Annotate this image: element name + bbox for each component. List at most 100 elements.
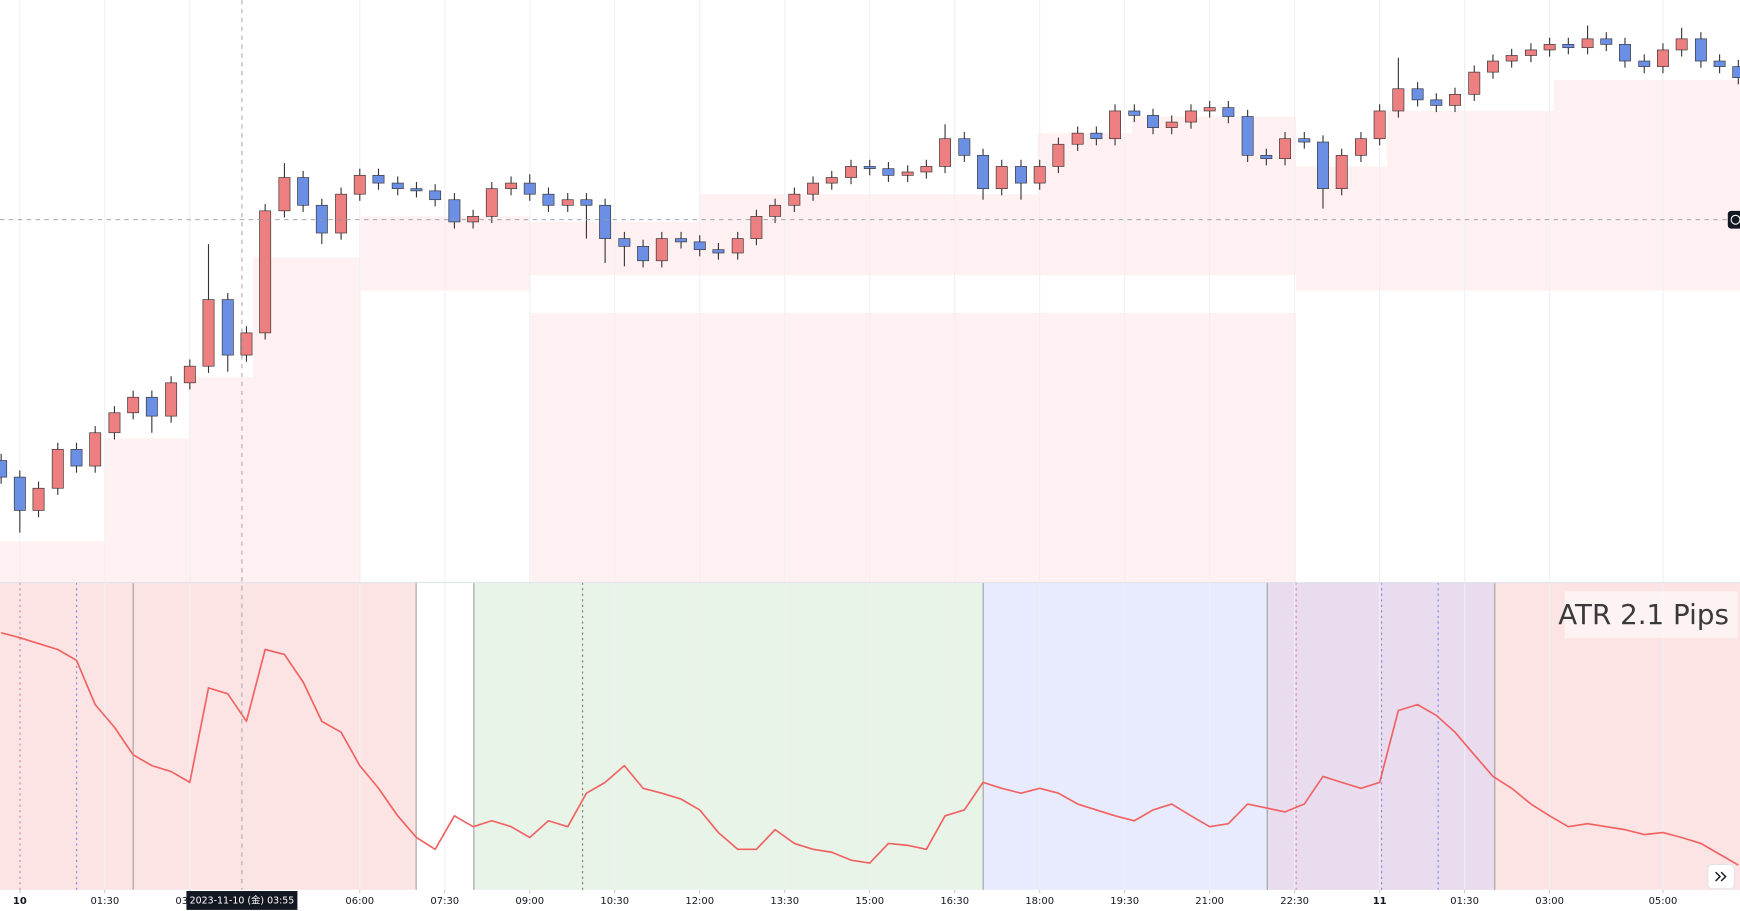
indicator-label: ATR 2.1 Pips [1558,598,1729,631]
candle-body [1619,44,1631,62]
candle-body [335,193,348,234]
profile-block [1553,79,1740,111]
candle-body [353,174,366,195]
x-tick-label: 03:00 [1535,896,1564,907]
candle-body [1298,138,1311,143]
candle-body [863,166,876,169]
candle-body [1581,38,1594,49]
candle-body [1279,138,1291,160]
price-marker-icon [1730,214,1740,225]
candle-body [901,171,914,176]
candle-body [70,449,83,467]
x-tick-label: 10 [13,896,27,907]
candle-body [882,168,895,176]
candle-body [599,204,612,239]
candle-body [391,182,404,189]
candle-body [1657,49,1669,67]
candle-body [939,138,952,167]
candle-body [1241,116,1254,156]
x-tick-label: 05:00 [1649,896,1678,907]
candle-body [1430,99,1443,106]
candle-body [1468,71,1481,95]
candle-body [1732,66,1740,79]
candle-body [1524,49,1537,56]
candle-body [1392,88,1405,112]
candle-body [259,210,272,334]
candle-body [750,216,763,239]
candle-body [1015,166,1027,184]
profile-block [1131,116,1297,134]
axis-background [0,889,1740,911]
x-tick-label: 22:30 [1280,896,1309,907]
profile-block [188,377,254,583]
candle-body [1109,110,1121,140]
candle-body [202,299,215,367]
x-tick-label: 18:00 [1025,896,1054,907]
candle-body [637,246,650,262]
candle-body [89,432,102,467]
x-axis: 10 01:30 03:00 06:00 07:30 09:00 10:30 12:00 13:… [0,889,1740,911]
candle-body [561,199,574,206]
grid [19,0,1664,890]
candle-body [485,188,498,217]
candle-body [183,365,196,384]
profile-block [0,541,106,583]
session-lines [0,581,1740,890]
profile-block [1296,166,1740,291]
candle-body [1694,38,1707,62]
legend-box [1564,591,1738,639]
candle-body [1543,44,1556,51]
scroll-button[interactable] [1707,863,1736,890]
x-tick-label: 13:30 [770,896,799,907]
price-marker [1727,210,1740,229]
candle-body [448,199,461,223]
session-band [0,582,417,890]
candle-body [769,204,782,217]
candle-body [618,238,631,247]
candle-body [145,396,158,417]
x-tick-label: 11 [1373,896,1387,907]
candle-body [13,476,26,511]
candle-body [1600,38,1613,45]
candle-body [1562,44,1575,49]
candle-body [693,241,706,250]
x-tick-label: 21:00 [1195,896,1224,907]
candle-body [1128,110,1141,116]
x-tick-label: 01:30 [90,896,119,907]
atr-line [0,631,1739,866]
candle-body [580,199,593,206]
candle-body [1071,132,1084,145]
candle-body [1373,110,1386,140]
candle-body [958,138,971,156]
candle-body [1222,107,1235,117]
candle-body [467,216,480,223]
candle-body [1713,60,1726,67]
candle-body [51,449,64,489]
candle-body [523,182,536,195]
scroll-icon [1715,871,1727,882]
candle-body [788,193,801,206]
marks [0,25,1740,866]
crosshair-label: 2023-11-10 (金) 03:55 [190,895,295,907]
candle-body [429,190,442,201]
candle-body [165,382,178,417]
candle-body [1203,107,1216,112]
candle-body [995,166,1008,189]
candle-body [372,174,385,184]
candle-body [315,204,328,234]
candle-body [221,299,234,356]
profile-block [360,216,531,291]
candle-body [278,177,291,212]
candle-body [1033,166,1046,184]
x-tick-label: 07:30 [430,896,459,907]
candle-body [410,188,423,192]
candle-body [127,396,140,414]
candle-body [920,166,933,173]
candle-body [1147,115,1159,128]
candle-body [542,193,555,206]
candle-body [1411,88,1424,101]
x-tick-label: 19:30 [1110,896,1139,907]
